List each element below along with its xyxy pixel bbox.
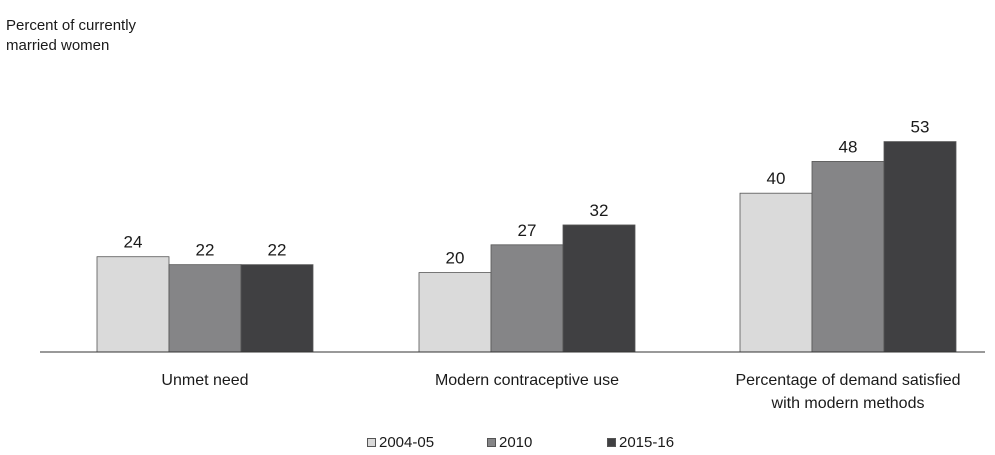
legend-item-2004-05: 2004-05 — [367, 434, 434, 451]
bar-2015-16-2 — [883, 141, 957, 353]
value-labels-layer: 24 22 22 20 27 32 40 48 53 — [124, 118, 930, 268]
bar-2015-16-0 — [240, 264, 314, 353]
legend-swatch — [367, 438, 376, 447]
legend-swatch — [487, 438, 496, 447]
legend: 2004-05 2010 2015-16 — [0, 434, 995, 454]
legend-label: 2010 — [499, 434, 533, 451]
y-axis-label: Percent of currently married women — [6, 17, 137, 54]
category-label-0: Unmet need — [161, 372, 248, 389]
value-label-2015-16-1: 32 — [590, 201, 609, 220]
bar-2010-1 — [490, 244, 564, 353]
legend-label: 2004-05 — [379, 434, 435, 451]
value-label-2004-05-1: 20 — [446, 249, 465, 268]
legend-label: 2015-16 — [619, 434, 675, 451]
bars-layer — [96, 141, 957, 353]
value-label-2015-16-0: 22 — [268, 241, 287, 260]
value-label-2010-2: 48 — [839, 137, 858, 156]
value-label-2015-16-2: 53 — [911, 118, 930, 137]
legend-item-2010: 2010 — [487, 434, 532, 451]
bar-2015-16-1 — [562, 224, 636, 353]
bar-2004-05-1 — [418, 272, 492, 353]
legend-swatch — [607, 438, 616, 447]
bar-2010-2 — [811, 161, 885, 353]
category-labels-layer: Unmet need Modern contraceptive use Percen… — [161, 372, 960, 412]
value-label-2004-05-0: 24 — [124, 233, 143, 252]
category-label-2: Percentage of demand satisfied with moder… — [735, 372, 960, 412]
value-label-2010-0: 22 — [196, 241, 215, 260]
value-label-2010-1: 27 — [518, 221, 537, 240]
bar-2010-0 — [168, 264, 242, 353]
legend-item-2015-16: 2015-16 — [607, 434, 674, 451]
bar-chart: 24 22 22 20 27 32 40 48 53 Unmet need Modern cont… — [40, 118, 985, 412]
bar-2004-05-0 — [96, 256, 170, 353]
bar-2004-05-2 — [739, 192, 813, 353]
category-label-1: Modern contraceptive use — [435, 372, 619, 389]
value-label-2004-05-2: 40 — [767, 169, 786, 188]
